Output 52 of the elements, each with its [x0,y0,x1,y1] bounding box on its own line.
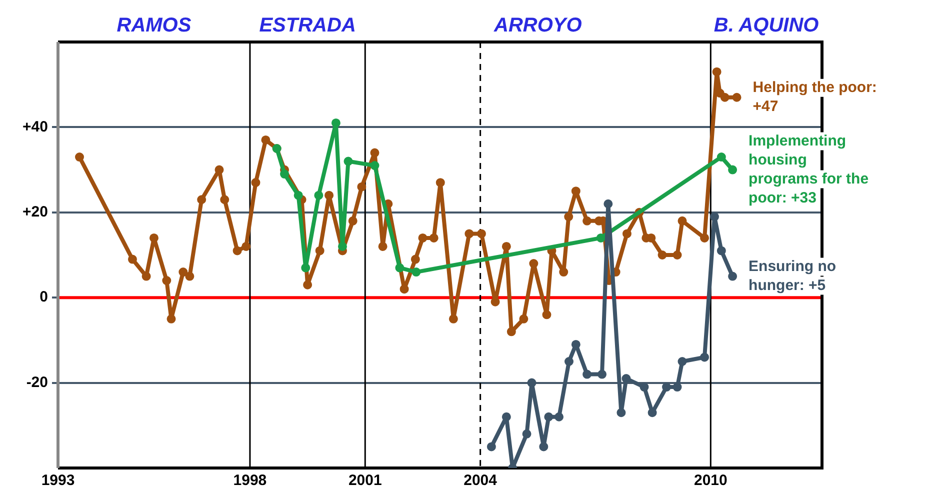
point [486,442,496,452]
point [604,199,613,208]
point [395,263,404,272]
y-tick-label: +20 [22,204,48,221]
point [648,408,657,418]
point [564,357,574,366]
point [412,268,421,277]
point [544,412,554,422]
point [331,118,340,128]
point [672,382,682,392]
point [598,370,607,379]
point [539,442,548,452]
point [616,408,626,418]
x-tick-label: 2010 [694,472,728,490]
x-tick-label: 1998 [233,472,267,490]
x-tick-label: 1993 [41,472,75,490]
point [280,170,290,179]
text: ARROYO [493,14,582,37]
point [294,190,303,200]
point [728,272,738,281]
point [622,374,631,384]
point [640,382,649,392]
point [344,156,353,166]
point [716,152,726,162]
point [710,212,720,222]
point [502,412,511,422]
point [678,357,687,366]
point [522,429,532,438]
text: B. AQUINO [714,14,820,37]
series-label: Helping the poor: +47 [752,79,877,116]
series-label: Implementing housing programs for the poor: +33 [748,132,869,206]
text: ESTRADA [259,14,356,37]
y-tick-label: 0 [40,288,48,306]
y-tick-label: -20 [26,374,48,391]
point [582,370,592,379]
point [700,352,710,362]
point [338,242,347,251]
y-tick-label: +40 [22,118,48,136]
point [728,165,738,174]
point [571,340,580,349]
point [527,378,536,388]
x-tick-label: 2001 [348,472,382,490]
series-label: Ensuring no hunger: +5 [748,258,836,294]
point [662,382,672,392]
point [716,246,726,256]
point [554,412,564,422]
point [596,233,606,242]
text: RAMOS [116,14,192,37]
x-tick-label: 2004 [464,472,498,490]
point [301,263,310,272]
point [314,190,324,200]
point [370,161,380,170]
